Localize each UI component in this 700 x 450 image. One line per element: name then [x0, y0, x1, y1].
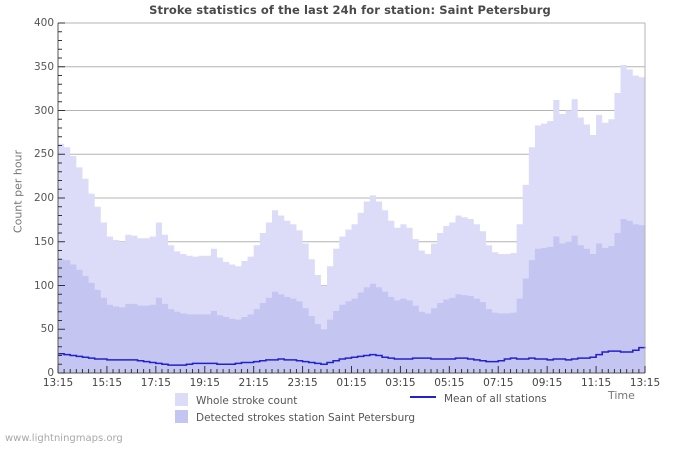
x-tick-label: 23:15 [287, 377, 318, 389]
x-tick-label: 09:15 [532, 377, 563, 389]
area-whole-stroke-count [58, 65, 645, 373]
line-mean-of-all-stations [58, 346, 646, 366]
y-tick-label: 0 [47, 367, 54, 379]
legend-item: Whole stroke count [175, 393, 297, 407]
y-tick-label: 350 [33, 60, 54, 73]
chart-title: Stroke statistics of the last 24h for st… [149, 3, 551, 17]
x-tick-label: 15:15 [91, 377, 123, 389]
x-tick-label: 11:15 [580, 377, 612, 389]
x-axis-label: Time [608, 389, 635, 402]
y-tick-label: 250 [33, 148, 54, 161]
legend-line-swatch [410, 396, 436, 398]
x-tick-label: 05:15 [434, 377, 465, 389]
x-tick-label: 07:15 [483, 377, 514, 389]
x-tick-label: 01:15 [336, 377, 367, 389]
y-tick-label: 300 [33, 104, 54, 117]
x-tick-label: 19:15 [189, 377, 220, 389]
x-tick-label: 03:15 [385, 377, 416, 389]
watermark-text: www.lightningmaps.org [5, 433, 123, 444]
legend-item: Detected strokes station Saint Petersbur… [175, 410, 415, 424]
x-tick-label: 17:15 [140, 377, 171, 389]
y-tick-label: 400 [33, 17, 54, 29]
y-tick-label: 50 [40, 323, 54, 336]
area-detected-strokes-station [58, 219, 645, 373]
y-tick-label: 100 [33, 279, 54, 292]
legend-item: Mean of all stations [410, 393, 547, 405]
x-tick-label: 21:15 [238, 377, 269, 389]
legend-label: Mean of all stations [444, 393, 547, 405]
legend-label: Detected strokes station Saint Petersbur… [196, 412, 416, 424]
y-tick-label: 200 [33, 192, 54, 204]
legend-color-swatch [175, 393, 188, 406]
legend-color-swatch [175, 410, 188, 423]
chart-legend: Whole stroke count Detected strokes stati… [0, 393, 700, 427]
y-tick-label: 150 [33, 235, 54, 248]
legend-label: Whole stroke count [196, 395, 298, 407]
y-axis-tick-labels: 0 50 100 150 200 250 300 350 400 [8, 0, 54, 380]
x-tick-label: 13:15 [42, 377, 74, 389]
x-tick-label: 13:15 [629, 377, 661, 389]
